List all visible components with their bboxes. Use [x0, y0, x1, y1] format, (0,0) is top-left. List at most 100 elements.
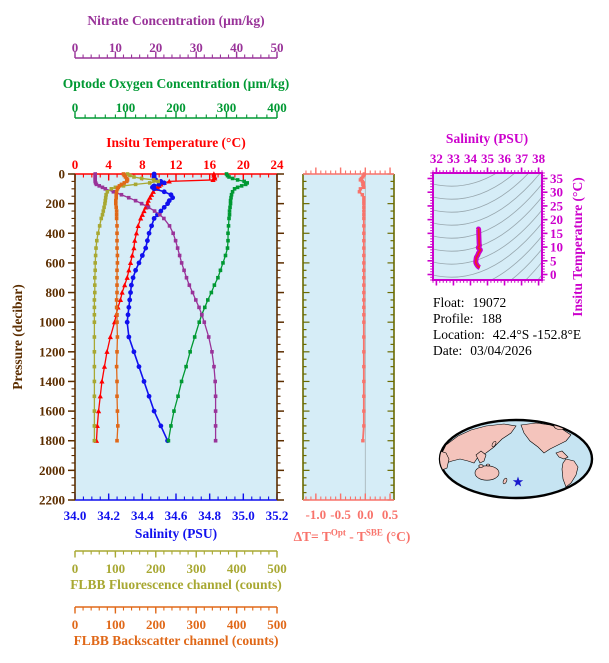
nitrate-curve: [93, 172, 218, 443]
salinity-axis: 34.0 34.2 34.4 34.6 34.8 35.0 35.2: [64, 493, 288, 523]
nitrate-axis-title: Nitrate Concentration (µm/kg): [87, 13, 265, 28]
nitrate-axis: 0 10 20 30 40 50: [72, 40, 284, 59]
oxygen-axis: 0 100 200 300 400: [72, 100, 287, 119]
svg-text:1600: 1600: [39, 404, 65, 419]
pressure-axis-title: Pressure (decibar): [10, 284, 25, 390]
svg-text:100: 100: [106, 561, 126, 576]
svg-text:600: 600: [46, 255, 66, 270]
svg-text:10: 10: [550, 240, 563, 255]
svg-text:400: 400: [267, 100, 287, 115]
svg-text:1000: 1000: [39, 315, 65, 330]
svg-text:0: 0: [72, 40, 79, 55]
location-label: Location:: [433, 327, 485, 342]
delta-t-label-prefix: ΔT= T: [293, 528, 331, 544]
delta-t-label-suffix: (°C): [382, 528, 411, 544]
svg-text:0.0: 0.0: [357, 507, 373, 522]
oxygen-axis-title: Optode Oxygen Concentration (µm/kg): [62, 76, 290, 91]
svg-text:40: 40: [230, 40, 243, 55]
delta-t-axis-title: ΔT= TOpt - TSBE (°C): [294, 527, 411, 545]
profile-number-value: 188: [481, 311, 502, 326]
svg-text:34.4: 34.4: [131, 508, 154, 523]
backscatter-axis: 0 100 200 300 400 500: [72, 606, 287, 632]
svg-text:400: 400: [227, 561, 247, 576]
svg-text:0: 0: [72, 100, 79, 115]
location-line: Location: 42.4°S -152.8°E: [433, 327, 581, 343]
svg-text:30: 30: [190, 40, 203, 55]
salinity-axis-title: Salinity (PSU): [134, 526, 218, 541]
svg-text:-0.5: -0.5: [330, 507, 351, 522]
profile-number-line: Profile: 188: [433, 311, 581, 327]
svg-text:8: 8: [139, 157, 146, 172]
svg-text:20: 20: [149, 40, 162, 55]
svg-text:30: 30: [550, 185, 563, 200]
svg-text:32: 32: [430, 151, 443, 166]
svg-text:500: 500: [267, 561, 287, 576]
svg-text:200: 200: [146, 617, 166, 632]
svg-text:35: 35: [550, 171, 564, 186]
delta-t-label-sup-sbe: SBE: [365, 527, 383, 538]
svg-text:400: 400: [227, 617, 247, 632]
svg-text:100: 100: [116, 100, 136, 115]
svg-text:1400: 1400: [39, 374, 65, 389]
svg-text:-1.0: -1.0: [306, 507, 327, 522]
ts-curve: [473, 226, 483, 270]
float-id-label: Float:: [433, 295, 465, 310]
float-id-value: 19072: [472, 295, 507, 310]
svg-text:200: 200: [46, 196, 66, 211]
ts-salinity-axis-title: Salinity (PSU): [445, 131, 529, 146]
svg-text:38: 38: [532, 151, 546, 166]
svg-text:34.0: 34.0: [64, 508, 87, 523]
delta-t-label-mid: - T: [345, 528, 366, 544]
svg-text:400: 400: [46, 226, 66, 241]
svg-text:34.6: 34.6: [165, 508, 188, 523]
temperature-axis-title: Insitu Temperature (°C): [106, 135, 246, 150]
world-map: [438, 418, 594, 500]
svg-text:10: 10: [109, 40, 122, 55]
backscatter-curve: [114, 172, 130, 443]
svg-text:200: 200: [146, 561, 166, 576]
pressure-axis: 0 200 400 600 800 1000 1200 1400 1600 1800 2000 220…: [39, 167, 284, 508]
map-landmasses: [440, 422, 579, 488]
svg-text:36: 36: [498, 151, 512, 166]
svg-text:2200: 2200: [39, 493, 65, 508]
svg-text:25: 25: [550, 198, 564, 213]
svg-text:0: 0: [72, 157, 79, 172]
oxygen-curve: [166, 172, 250, 443]
svg-text:15: 15: [550, 226, 564, 241]
date-line: Date: 03/04/2026: [433, 343, 581, 359]
svg-text:16: 16: [203, 157, 217, 172]
svg-text:100: 100: [106, 617, 126, 632]
fluorescence-axis-title: FLBB Fluorescence channel (counts): [70, 577, 282, 592]
float-location-star: [512, 476, 524, 487]
backscatter-axis-title: FLBB Backscatter channel (counts): [73, 633, 279, 648]
svg-text:1200: 1200: [39, 344, 65, 359]
fluorescence-axis: 0 100 200 300 400 500: [72, 550, 287, 576]
svg-text:35: 35: [481, 151, 495, 166]
svg-text:24: 24: [271, 157, 285, 172]
svg-text:0: 0: [59, 167, 66, 182]
float-info-panel: Float: 19072 Profile: 188 Location: 42.4°S …: [433, 295, 581, 359]
svg-text:2000: 2000: [39, 463, 65, 478]
svg-text:35.0: 35.0: [232, 508, 255, 523]
panel-backgrounds: [75, 173, 542, 500]
svg-text:20: 20: [550, 212, 563, 227]
svg-text:300: 300: [217, 100, 237, 115]
svg-text:0: 0: [72, 561, 79, 576]
svg-text:33: 33: [447, 151, 461, 166]
location-value: 42.4°S -152.8°E: [492, 327, 582, 342]
svg-text:12: 12: [170, 157, 183, 172]
svg-text:300: 300: [186, 561, 206, 576]
date-label: Date:: [433, 343, 463, 358]
svg-text:800: 800: [46, 285, 66, 300]
profile-number-label: Profile:: [433, 311, 474, 326]
float-id-line: Float: 19072: [433, 295, 581, 311]
svg-text:500: 500: [267, 617, 287, 632]
svg-text:34.8: 34.8: [198, 508, 221, 523]
ts-density-contours: [433, 173, 542, 280]
svg-text:200: 200: [166, 100, 186, 115]
svg-text:5: 5: [550, 253, 557, 268]
svg-text:34: 34: [464, 151, 478, 166]
svg-text:4: 4: [105, 157, 112, 172]
